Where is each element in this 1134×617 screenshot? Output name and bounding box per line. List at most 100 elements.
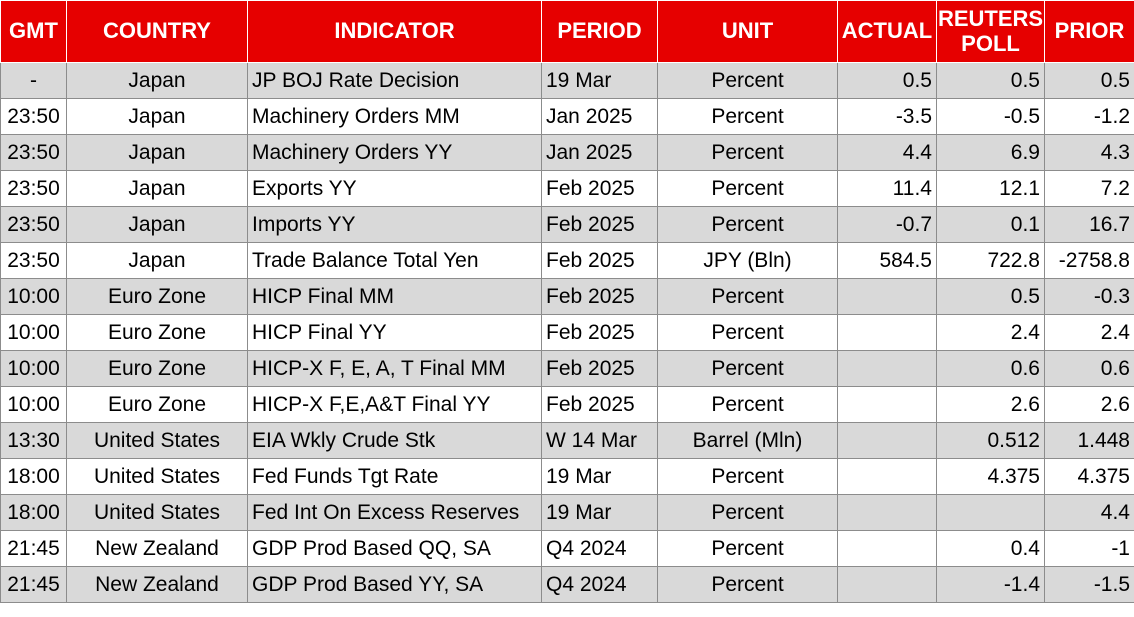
period-cell: Q4 2024	[541, 530, 658, 567]
reuters-poll-cell: 0.512	[936, 422, 1045, 459]
indicator-cell: HICP Final YY	[247, 314, 542, 351]
table-row: 10:00 Euro Zone HICP-X F, E, A, T Final MM…	[0, 350, 1134, 387]
gmt-cell: 23:50	[0, 242, 67, 279]
period-cell: Feb 2025	[541, 386, 658, 423]
actual-cell	[837, 350, 937, 387]
country-cell: New Zealand	[66, 530, 248, 567]
table-row: 23:50 Japan Machinery Orders YY Jan 2025 Per…	[0, 134, 1134, 171]
header-prior: PRIOR	[1044, 0, 1134, 63]
gmt-cell: 21:45	[0, 566, 67, 603]
unit-cell: Percent	[657, 278, 838, 315]
country-cell: Euro Zone	[66, 350, 248, 387]
period-cell: W 14 Mar	[541, 422, 658, 459]
period-cell: Feb 2025	[541, 170, 658, 207]
period-cell: Jan 2025	[541, 98, 658, 135]
period-cell: Feb 2025	[541, 242, 658, 279]
prior-cell: 4.375	[1044, 458, 1134, 495]
reuters-poll-cell: 0.4	[936, 530, 1045, 567]
period-cell: Feb 2025	[541, 278, 658, 315]
gmt-cell: 10:00	[0, 350, 67, 387]
actual-cell	[837, 422, 937, 459]
unit-cell: Percent	[657, 494, 838, 531]
gmt-cell: -	[0, 62, 67, 99]
table-header: GMT COUNTRY INDICATOR PERIOD UNIT ACTUAL…	[0, 0, 1134, 63]
country-cell: Euro Zone	[66, 278, 248, 315]
indicator-cell: HICP-X F,E,A&T Final YY	[247, 386, 542, 423]
unit-cell: Barrel (Mln)	[657, 422, 838, 459]
country-cell: United States	[66, 458, 248, 495]
indicator-cell: Fed Int On Excess Reserves	[247, 494, 542, 531]
unit-cell: Percent	[657, 566, 838, 603]
table-body: - Japan JP BOJ Rate Decision 19 Mar Percent 0…	[0, 62, 1134, 603]
indicator-cell: Imports YY	[247, 206, 542, 243]
gmt-cell: 23:50	[0, 134, 67, 171]
prior-cell: -1	[1044, 530, 1134, 567]
reuters-poll-cell: 2.4	[936, 314, 1045, 351]
country-cell: Japan	[66, 134, 248, 171]
period-cell: Feb 2025	[541, 314, 658, 351]
reuters-poll-cell: 0.1	[936, 206, 1045, 243]
reuters-poll-cell: 722.8	[936, 242, 1045, 279]
period-cell: 19 Mar	[541, 494, 658, 531]
actual-cell: -0.7	[837, 206, 937, 243]
country-cell: United States	[66, 422, 248, 459]
country-cell: Japan	[66, 98, 248, 135]
table-row: 21:45 New Zealand GDP Prod Based QQ, SA Q4 …	[0, 530, 1134, 567]
unit-cell: Percent	[657, 134, 838, 171]
period-cell: Feb 2025	[541, 350, 658, 387]
gmt-cell: 23:50	[0, 98, 67, 135]
prior-cell: 4.3	[1044, 134, 1134, 171]
reuters-poll-cell: 4.375	[936, 458, 1045, 495]
prior-cell: -2758.8	[1044, 242, 1134, 279]
prior-cell: 16.7	[1044, 206, 1134, 243]
prior-cell: 0.5	[1044, 62, 1134, 99]
table-row: 23:50 Japan Trade Balance Total Yen Feb 202…	[0, 242, 1134, 279]
table-row: 23:50 Japan Machinery Orders MM Jan 2025 Per…	[0, 98, 1134, 135]
actual-cell: 0.5	[837, 62, 937, 99]
unit-cell: Percent	[657, 530, 838, 567]
gmt-cell: 10:00	[0, 278, 67, 315]
prior-cell: 2.4	[1044, 314, 1134, 351]
unit-cell: Percent	[657, 62, 838, 99]
header-country: COUNTRY	[66, 0, 248, 63]
period-cell: 19 Mar	[541, 62, 658, 99]
actual-cell	[837, 386, 937, 423]
country-cell: United States	[66, 494, 248, 531]
indicator-cell: Exports YY	[247, 170, 542, 207]
gmt-cell: 10:00	[0, 386, 67, 423]
indicator-cell: EIA Wkly Crude Stk	[247, 422, 542, 459]
reuters-poll-cell: 6.9	[936, 134, 1045, 171]
table-row: 23:50 Japan Exports YY Feb 2025 Percent 11.4 1…	[0, 170, 1134, 207]
economic-calendar-table: GMT COUNTRY INDICATOR PERIOD UNIT ACTUAL…	[0, 0, 1134, 603]
reuters-poll-cell: 12.1	[936, 170, 1045, 207]
country-cell: Japan	[66, 62, 248, 99]
period-cell: Q4 2024	[541, 566, 658, 603]
indicator-cell: HICP-X F, E, A, T Final MM	[247, 350, 542, 387]
reuters-poll-cell: -0.5	[936, 98, 1045, 135]
header-actual: ACTUAL	[837, 0, 937, 63]
unit-cell: Percent	[657, 170, 838, 207]
country-cell: Japan	[66, 206, 248, 243]
indicator-cell: HICP Final MM	[247, 278, 542, 315]
table-row: 18:00 United States Fed Int On Excess Rese…	[0, 494, 1134, 531]
reuters-poll-cell: 0.5	[936, 62, 1045, 99]
unit-cell: Percent	[657, 386, 838, 423]
reuters-poll-cell: -1.4	[936, 566, 1045, 603]
period-cell: Feb 2025	[541, 206, 658, 243]
prior-cell: 2.6	[1044, 386, 1134, 423]
unit-cell: Percent	[657, 458, 838, 495]
header-reuters-poll: REUTERS POLL	[936, 0, 1045, 63]
actual-cell	[837, 458, 937, 495]
country-cell: Japan	[66, 242, 248, 279]
table-row: - Japan JP BOJ Rate Decision 19 Mar Percent 0…	[0, 62, 1134, 99]
period-cell: 19 Mar	[541, 458, 658, 495]
unit-cell: Percent	[657, 350, 838, 387]
country-cell: New Zealand	[66, 566, 248, 603]
indicator-cell: Fed Funds Tgt Rate	[247, 458, 542, 495]
gmt-cell: 13:30	[0, 422, 67, 459]
table-row: 13:30 United States EIA Wkly Crude Stk W 14…	[0, 422, 1134, 459]
actual-cell	[837, 530, 937, 567]
header-reuters-poll-line1: REUTERS	[937, 6, 1044, 32]
table-row: 10:00 Euro Zone HICP Final YY Feb 2025 Perce…	[0, 314, 1134, 351]
unit-cell: Percent	[657, 206, 838, 243]
